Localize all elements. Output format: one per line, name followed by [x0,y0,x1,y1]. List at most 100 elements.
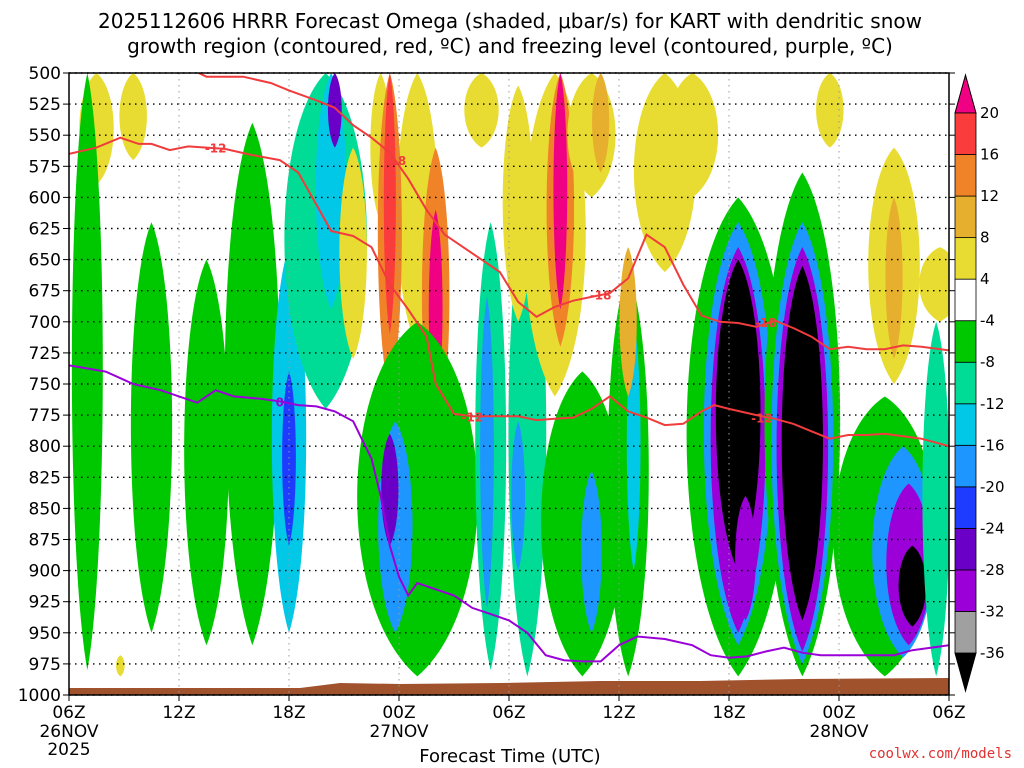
y-tick-label-850: 850 [29,499,61,519]
contour-label-freezing: 0 [276,395,284,409]
omega-region-3 [130,222,173,633]
y-tick-label-775: 775 [29,406,61,426]
x-tick-label-42: 00Z [822,703,855,723]
y-tick-label-875: 875 [29,531,61,551]
omega-region-31 [592,73,610,173]
colorbar-tick-label-9: 4 [980,270,990,288]
x-tick-label-0: 06Z [52,703,85,723]
y-tick-label-625: 625 [29,220,61,240]
y-tick-label-525: 525 [29,95,61,115]
y-tick-label-700: 700 [29,313,61,333]
y-tick-label-825: 825 [29,468,61,488]
colorbar-swatch-5 [954,444,977,488]
omega-region-10 [327,73,342,148]
y-tick-label-925: 925 [29,593,61,613]
colorbar-swatch-8 [954,320,977,363]
omega-region-56 [922,321,949,677]
y-tick-label-500: 500 [29,64,61,84]
colorbar: -36 -32 -28 -24 -20 -16 -12 -8 -4 4 8 12 16 20 [954,73,1005,693]
colorbar-tick-label-12: 16 [980,146,999,164]
colorbar-tick-label-1: -32 [980,602,1005,620]
contour-red-minus12 [69,136,949,448]
colorbar-swatch-11 [954,195,977,239]
colorbar-tick-label-7: -8 [980,353,995,371]
contour-label-minus12-b: -12 [461,410,483,424]
colorbar-tick-label-0: -36 [980,644,1005,662]
colorbar-swatch-9 [954,278,977,322]
contour-label-minus12-a: -12 [205,142,227,156]
y-tick-label-975: 975 [29,655,61,675]
contour-label-minus18-2: -18 [755,316,777,330]
y-tick-label-550: 550 [29,126,61,146]
omega-region-1 [119,73,147,161]
y-tick-label-900: 900 [29,562,61,582]
omega-region-29 [553,73,568,310]
colorbar-swatch-4 [954,486,977,529]
omega-region-47 [781,265,823,621]
colorbar-swatch-3 [954,527,977,571]
colorbar-swatch-13 [954,112,977,155]
x-tick-date-42: 28NOV [809,722,868,742]
chart-title-line2: growth region (contoured, red, ºC) and f… [127,34,893,58]
contour-red-minus18 [196,73,949,352]
omega-region-42 [715,259,761,571]
colorbar-tick-label-13: 20 [980,104,999,122]
axes: 500 525 550 575 600 625 650 675 700 725 750 775 800 8… [18,64,966,760]
contour-label-minus12-c: -12 [751,412,773,426]
colorbar-swatch-1 [954,611,977,654]
colorbar-swatch-7 [954,361,977,405]
omega-region-33 [581,471,602,633]
colorbar-tick-label-11: 12 [980,187,999,205]
omega-region-15 [383,73,396,335]
omega-region-5 [224,122,280,646]
x-tick-label-6: 12Z [162,703,195,723]
x-tick-label-12: 18Z [272,703,305,723]
colorbar-swatch-6 [954,403,977,446]
omega-region-57 [116,655,125,677]
y-tick-label-1000: 1000 [18,686,61,706]
colorbar-tick-label-3: -24 [980,519,1005,537]
colorbar-tick-label-4: -20 [980,478,1005,496]
colorbar-tick-label-8: -4 [980,312,995,330]
contour-layer: -12 -12 -12 -18 -18 -18 0 [69,73,949,663]
gridlines [68,72,950,696]
x-tick-label-30: 12Z [602,703,635,723]
y-tick-label-950: 950 [29,624,61,644]
colorbar-tick-label-10: 8 [980,229,990,247]
x-tick-label-18: 00Z [382,703,415,723]
chart-title-line1: 2025112606 HRRR Forecast Omega (shaded, … [98,9,922,33]
x-tick-label-24: 06Z [492,703,525,723]
contour-label-minus18-0: -18 [384,154,406,168]
colorbar-tick-label-2: -28 [980,561,1005,579]
colorbar-tick-label-5: -16 [980,436,1005,454]
y-tick-label-600: 600 [29,188,61,208]
omega-region-51 [898,545,927,627]
x-tick-date-18: 27NOV [369,722,428,742]
colorbar-swatch-12 [954,154,977,197]
x-tick-label-36: 18Z [712,703,745,723]
omega-region-26 [464,73,499,148]
omega-region-43 [735,495,756,621]
omega-shading-layer [71,73,949,677]
y-tick-label-750: 750 [29,375,61,395]
contour-label-minus18-1: -18 [590,288,612,302]
x-tick-label-48: 06Z [932,703,965,723]
omega-region-4 [184,259,229,646]
x-axis-title: Forecast Time (UTC) [419,746,600,767]
y-tick-label-725: 725 [29,344,61,364]
y-tick-label-650: 650 [29,251,61,271]
y-tick-label-800: 800 [29,437,61,457]
omega-region-55 [919,247,949,322]
x-tick-date-0: 26NOV [39,722,98,742]
contour-purple-freezing [69,364,949,663]
omega-region-11 [339,147,367,360]
omega-region-54 [885,197,903,360]
omega-region-2 [71,73,103,671]
omega-region-52 [816,73,844,148]
colorbar-tick-label-6: -12 [980,395,1005,413]
omega-region-22 [480,296,494,608]
colorbar-swatch-10 [954,237,977,280]
y-tick-label-675: 675 [29,282,61,302]
omega-region-24 [511,421,526,571]
